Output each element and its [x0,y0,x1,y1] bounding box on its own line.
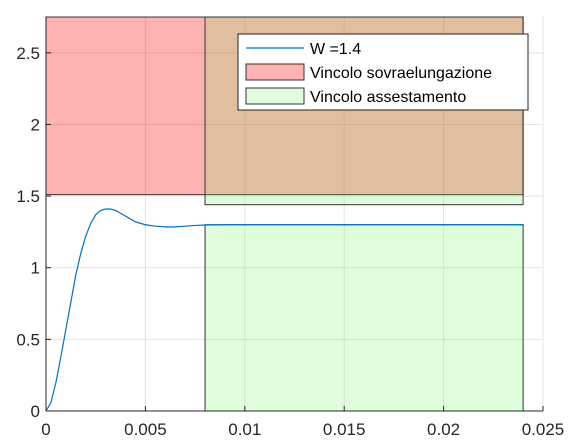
x-tick-label-2: 0.01 [228,420,261,439]
y-tick-label-3: 1.5 [16,187,40,206]
y-tick-label-2: 1 [31,259,40,278]
legend: W =1.4 Vincolo sovraelungazione Vincolo as… [237,33,529,111]
y-tick-label-1: 0.5 [16,330,40,349]
legend-box [237,33,529,111]
y-tick-label-4: 2 [31,115,40,134]
x-tick-label-5: 0.025 [522,420,565,439]
y-tick-label-5: 2.5 [16,44,40,63]
x-tick-label-0: 0 [41,420,50,439]
axes [45,17,544,412]
y-tick-label-0: 0 [31,402,40,421]
legend-label-1: Vincolo sovraelungazione [310,65,492,82]
region-1-segment-1 [204,224,524,412]
tick-labels: 0 0.005 0.01 0.015 0.02 0.025 0 0.5 1 1.5 2 2.5 [16,44,564,439]
series-layer [45,208,524,412]
x-tick-label-4: 0.02 [427,420,460,439]
series-line-0 [45,208,524,412]
legend-label-0: W =1.4 [310,41,361,58]
x-tick-label-3: 0.015 [323,420,366,439]
legend-label-2: Vincolo assestamento [310,89,466,106]
legend-swatch-2 [245,87,305,105]
legend-swatch-1 [245,63,305,81]
x-tick-label-1: 0.005 [124,420,167,439]
